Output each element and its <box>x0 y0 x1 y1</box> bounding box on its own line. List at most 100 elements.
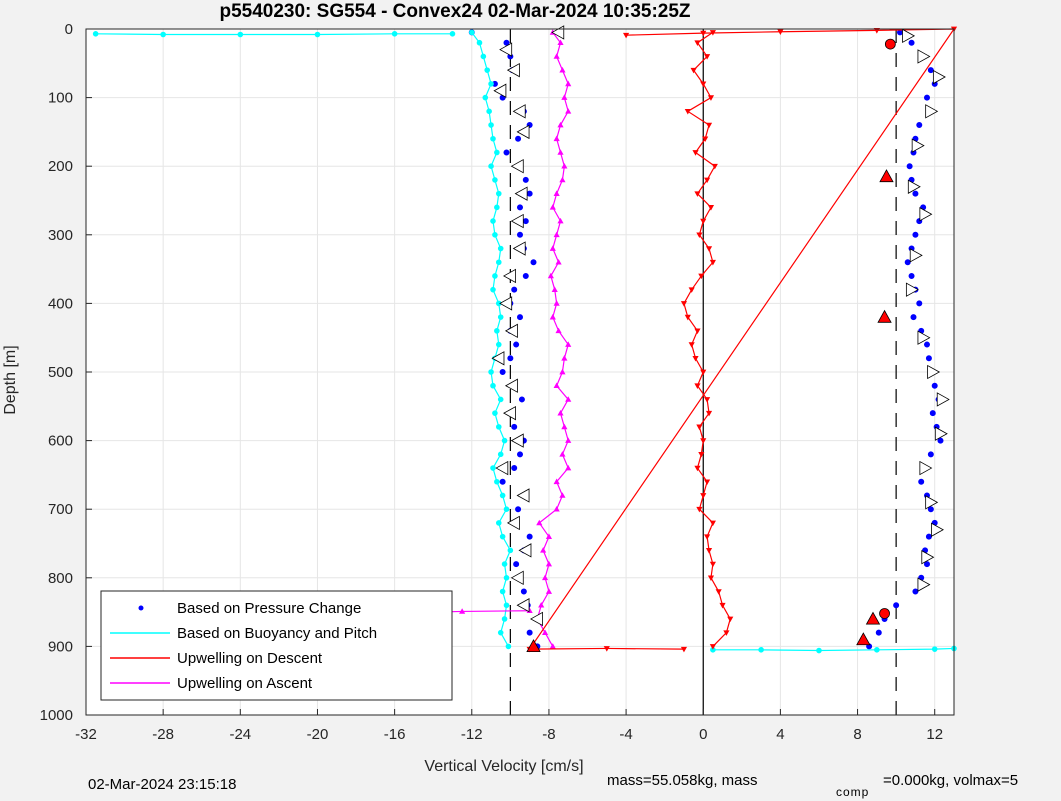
event-marker <box>506 62 520 78</box>
data-point <box>494 478 500 485</box>
event-marker <box>917 49 931 64</box>
data-point <box>707 95 715 101</box>
data-point <box>490 465 496 471</box>
y-tick-label: 1000 <box>40 707 73 724</box>
data-point <box>559 176 566 183</box>
legend: Based on Pressure Change Based on Buoyanc… <box>100 590 453 701</box>
y-tick-label: 900 <box>48 638 73 655</box>
data-point <box>497 451 504 458</box>
event-marker <box>504 323 518 339</box>
data-point <box>700 218 707 225</box>
data-point <box>680 301 688 307</box>
data-point <box>692 355 699 362</box>
data-point <box>520 588 527 595</box>
data-point <box>545 588 553 594</box>
event-marker <box>907 179 921 194</box>
series-layer <box>92 26 958 654</box>
data-point <box>709 644 716 650</box>
series-line <box>528 28 956 650</box>
data-point <box>492 232 498 238</box>
x-tick-label: -16 <box>384 726 406 743</box>
x-axis-label: Vertical Velocity [cm/s] <box>424 758 583 775</box>
data-point <box>875 629 882 636</box>
data-point <box>904 259 911 266</box>
data-point <box>541 574 549 581</box>
data-point <box>923 94 930 101</box>
data-point <box>553 382 560 389</box>
data-point <box>497 245 504 252</box>
data-point <box>503 149 510 156</box>
data-point <box>499 533 506 540</box>
data-point <box>495 259 502 266</box>
event-marker <box>510 213 524 229</box>
event-marker <box>506 515 520 531</box>
x-tick-label: 0 <box>699 726 707 743</box>
data-point <box>916 300 923 307</box>
data-point <box>497 396 504 403</box>
y-tick-label: 400 <box>48 295 73 312</box>
data-point <box>705 410 713 417</box>
data-point <box>522 272 529 279</box>
data-point <box>559 492 566 498</box>
event-marker <box>495 460 509 476</box>
data-point <box>515 135 522 142</box>
data-point <box>705 122 713 129</box>
data-point <box>517 451 524 458</box>
event-marker <box>921 550 935 565</box>
data-point <box>503 506 510 513</box>
data-point <box>511 465 518 472</box>
event-marker <box>932 69 946 85</box>
data-point <box>495 520 502 526</box>
x-tick-label: -12 <box>461 726 483 743</box>
data-point <box>237 31 244 38</box>
event-marker <box>879 169 894 183</box>
data-point <box>906 163 913 170</box>
data-point <box>490 286 496 293</box>
event-marker <box>514 186 528 201</box>
data-point <box>912 231 919 238</box>
data-point <box>501 561 508 567</box>
data-point <box>545 560 553 567</box>
data-point <box>893 602 900 609</box>
data-point <box>517 314 524 321</box>
data-point <box>553 135 560 142</box>
data-point <box>551 286 558 293</box>
data-point <box>488 122 494 128</box>
data-point <box>501 437 508 444</box>
data-point <box>908 39 915 46</box>
chart-title: p5540230: SG554 - Convex24 02-Mar-2024 1… <box>219 1 690 22</box>
data-point <box>486 108 492 115</box>
data-point <box>553 300 560 306</box>
data-point <box>513 561 520 568</box>
legend-swatch <box>138 605 144 611</box>
data-point <box>553 478 560 485</box>
data-point <box>526 190 533 197</box>
data-point <box>549 245 556 251</box>
data-point <box>553 505 560 512</box>
data-point <box>707 575 715 582</box>
event-marker <box>919 207 933 222</box>
data-point <box>557 149 564 155</box>
data-point <box>391 31 398 37</box>
data-point <box>874 647 880 653</box>
data-point <box>704 397 711 403</box>
data-point <box>565 396 572 402</box>
data-point <box>553 53 560 59</box>
data-point <box>565 108 572 114</box>
data-point <box>499 478 506 485</box>
data-point <box>931 382 938 389</box>
data-point <box>503 574 510 581</box>
data-point <box>518 396 525 403</box>
x-tick-label: -32 <box>75 726 97 743</box>
y-tick-label: 0 <box>65 21 73 38</box>
data-point <box>545 533 553 539</box>
event-marker <box>516 488 530 503</box>
data-point <box>916 122 923 129</box>
event-marker <box>516 124 530 140</box>
data-point <box>540 547 547 553</box>
data-point <box>565 80 572 87</box>
data-point <box>688 287 695 293</box>
data-point <box>513 341 520 348</box>
data-point <box>522 218 529 225</box>
